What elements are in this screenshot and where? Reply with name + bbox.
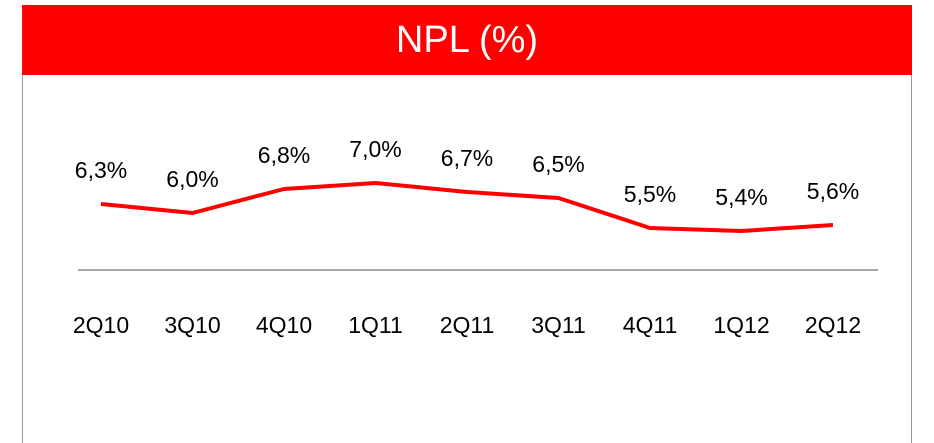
data-label: 6,3% <box>75 157 127 183</box>
line <box>100 181 834 233</box>
x-tick-label: 4Q10 <box>256 312 312 338</box>
x-tick-label: 4Q11 <box>623 312 678 338</box>
x-tick-label: 2Q11 <box>440 312 495 338</box>
x-tick-label: 2Q10 <box>73 312 129 338</box>
data-label: 5,4% <box>715 184 767 210</box>
data-label: 6,8% <box>258 142 310 168</box>
data-label: 5,6% <box>807 178 859 204</box>
x-tick-label: 2Q12 <box>805 312 861 338</box>
x-tick-label: 1Q11 <box>348 312 403 338</box>
x-tick-label: 3Q11 <box>531 312 586 338</box>
x-tick-label: 1Q12 <box>713 312 769 338</box>
data-label: 6,0% <box>166 166 218 192</box>
data-label: 7,0% <box>349 136 401 162</box>
x-tick-label: 3Q10 <box>164 312 220 338</box>
frame <box>22 5 912 443</box>
chart-title: NPL (%) <box>396 19 538 61</box>
data-label: 5,5% <box>624 181 676 207</box>
data-label: 6,5% <box>532 151 584 177</box>
data-label: 6,7% <box>441 145 493 171</box>
title-banner <box>22 5 912 75</box>
